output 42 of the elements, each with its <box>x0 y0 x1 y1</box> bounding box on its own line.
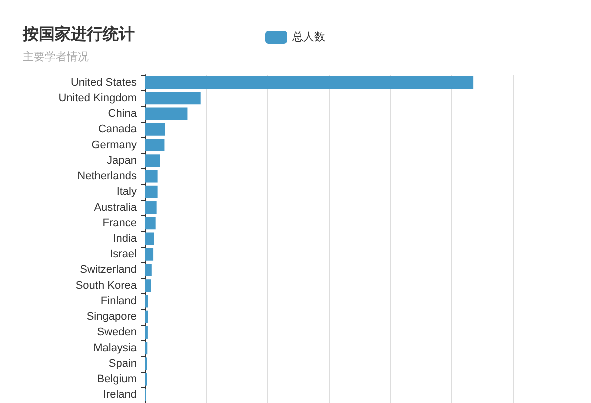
bar <box>145 232 154 246</box>
y-tick-label: United States <box>70 76 138 89</box>
y-tick-label: Malaysia <box>94 342 138 354</box>
bar <box>145 170 158 183</box>
y-tick-label: Japan <box>107 154 137 167</box>
y-tick-label: Finland <box>100 295 137 308</box>
y-tick-label: Israel <box>110 248 137 261</box>
bar <box>145 92 201 105</box>
bar <box>145 280 152 292</box>
y-tick-label: South Korea <box>76 280 138 292</box>
bar <box>145 139 165 152</box>
bar <box>145 217 156 230</box>
y-tick-label: France <box>102 217 137 230</box>
y-tick-label: Italy <box>116 186 138 198</box>
bar <box>145 202 157 214</box>
bar <box>145 295 148 308</box>
y-tick-label: Ireland <box>103 389 137 402</box>
bar <box>145 264 152 276</box>
y-tick-label: Switzerland <box>80 264 137 276</box>
bar <box>145 310 148 324</box>
y-tick-label: India <box>113 233 138 245</box>
y-tick-label: Spain <box>108 358 137 370</box>
y-tick-label: Sweden <box>97 326 137 339</box>
bar <box>145 342 148 355</box>
y-tick-label: Canada <box>98 124 138 136</box>
bar <box>145 248 154 261</box>
y-tick-label: Germany <box>92 139 138 152</box>
y-tick-label: United Kingdom <box>58 92 137 104</box>
bar <box>145 76 474 90</box>
y-tick-label: Singapore <box>86 311 137 324</box>
y-tick-label: Australia <box>94 202 138 214</box>
y-tick-label: Netherlands <box>78 170 138 183</box>
bar <box>145 123 166 136</box>
legend-label: 总人数 <box>292 30 326 44</box>
y-tick-label: Belgium <box>97 374 137 386</box>
text: 主要学者情况 <box>23 50 89 64</box>
bar <box>145 186 158 198</box>
chart-title: 按国家进行统计 <box>22 24 135 44</box>
y-tick-label: China <box>108 108 138 120</box>
bar <box>145 326 148 339</box>
bar <box>145 108 188 120</box>
bar <box>145 154 160 168</box>
